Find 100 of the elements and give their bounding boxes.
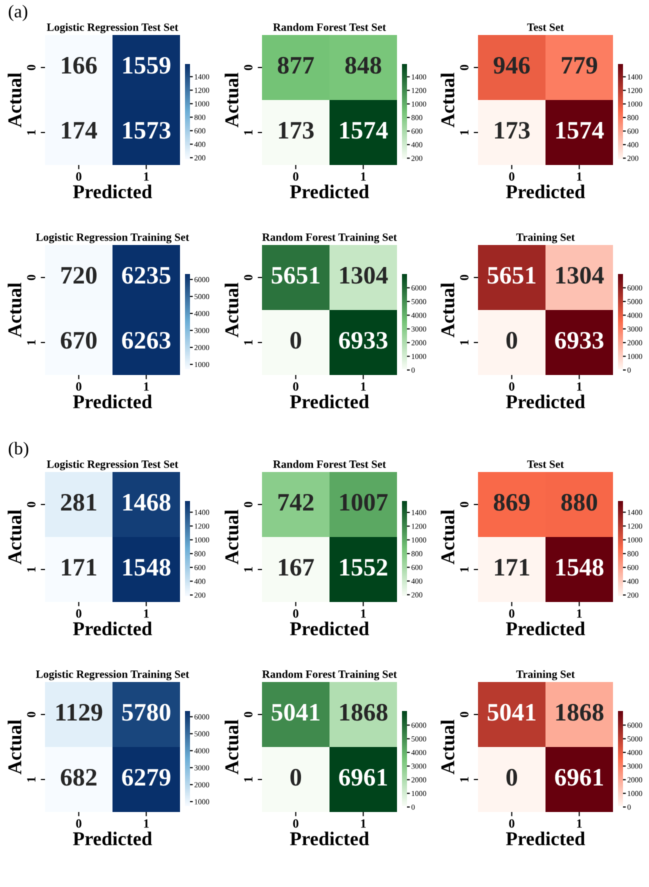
data-label: 173: [279, 122, 314, 139]
x-axis-title: Predicted: [73, 622, 152, 636]
y-tick-label: 1: [244, 567, 252, 572]
chart-title: Test Set: [527, 23, 564, 31]
x-axis-title: Predicted: [73, 394, 152, 408]
data-label: 779: [562, 56, 598, 74]
data-label: 5041: [488, 704, 536, 721]
y-axis-title: Actual: [8, 282, 22, 338]
y-axis-title: Actual: [440, 510, 454, 564]
x-tick-label: 1: [361, 819, 366, 828]
x-tick-label: 0: [509, 819, 514, 828]
y-tick-label: 1: [27, 777, 36, 782]
x-axis-title: Predicted: [73, 184, 152, 198]
data-label: 670: [60, 332, 97, 349]
data-label: 1007: [340, 494, 388, 511]
x-tick-label: 1: [144, 382, 149, 391]
data-label: 1868: [556, 704, 604, 721]
data-label: 281: [61, 494, 96, 511]
x-tick-label: 1: [144, 609, 149, 618]
x-tick-label: 0: [76, 172, 82, 181]
data-label: 1304: [556, 266, 604, 284]
data-label: 869: [494, 494, 530, 511]
x-tick-label: 0: [293, 172, 298, 181]
data-label: 1868: [340, 704, 388, 721]
data-label: 1573: [123, 122, 170, 139]
data-label: 174: [62, 122, 98, 139]
y-axis-title: Actual: [224, 282, 238, 338]
y-tick-label: 1: [460, 340, 468, 345]
y-axis-title: Actual: [8, 720, 22, 774]
y-axis-title: Actual: [8, 510, 22, 564]
x-axis-title: Predicted: [290, 184, 370, 198]
x-axis-title: Predicted: [290, 832, 370, 846]
y-tick-label: 0: [244, 64, 253, 70]
data-label: 720: [61, 266, 97, 284]
data-label: 1548: [123, 558, 170, 576]
y-tick-label: 1: [244, 340, 252, 345]
chart-title: Logistic Regression Training Set: [36, 233, 190, 244]
chart-title: Random Forest Training Set: [262, 670, 397, 680]
data-label: 946: [494, 56, 530, 74]
x-tick-label: 0: [76, 819, 82, 828]
x-axis-title: Predicted: [506, 394, 586, 408]
x-axis-title: Predicted: [506, 622, 586, 636]
data-label: 6235: [122, 266, 170, 284]
chart-title: Test Set: [527, 460, 564, 468]
y-tick-label: 1: [460, 777, 468, 782]
x-tick-label: 1: [144, 172, 149, 181]
data-label: 171: [495, 559, 530, 576]
x-tick-label: 0: [509, 382, 514, 391]
data-label: 0: [506, 332, 518, 349]
data-label: 173: [495, 122, 530, 139]
y-tick-label: 1: [244, 130, 252, 135]
y-tick-label: 1: [244, 777, 252, 782]
data-label: 6933: [339, 332, 388, 349]
y-tick-label: 1: [460, 130, 468, 135]
y-tick-label: 0: [27, 274, 36, 280]
data-label: 167: [279, 558, 314, 576]
data-label: 682: [60, 768, 96, 786]
x-tick-label: 0: [76, 609, 82, 618]
data-label: 5041: [272, 704, 320, 721]
x-tick-label: 1: [361, 609, 366, 618]
x-tick-label: 1: [361, 382, 366, 391]
y-tick-label: 0: [460, 64, 469, 70]
data-label: 1574: [340, 122, 388, 139]
y-axis-title: Actual: [440, 282, 454, 338]
data-label: 0: [506, 768, 518, 786]
chart-title: Logistic Regression Training Set: [36, 670, 190, 680]
x-tick-label: 0: [293, 609, 298, 618]
x-axis-title: Predicted: [290, 622, 370, 636]
y-axis-title: Actual: [224, 72, 238, 128]
data-label: 5651: [272, 266, 320, 284]
x-tick-label: 0: [509, 172, 514, 181]
chart-title: Random Forest Training Set: [262, 233, 397, 244]
y-tick-label: 0: [27, 502, 36, 508]
x-tick-label: 1: [577, 819, 582, 828]
y-axis-title: Actual: [8, 72, 22, 128]
data-label: 6961: [555, 768, 603, 786]
x-axis-title: Predicted: [73, 832, 152, 846]
chart-title: Training Set: [516, 233, 575, 244]
x-tick-label: 0: [293, 819, 298, 828]
x-tick-label: 1: [577, 172, 582, 181]
y-tick-label: 0: [27, 712, 36, 718]
data-label: 848: [345, 56, 382, 74]
text: (a): [8, 4, 28, 22]
x-axis-title: Predicted: [506, 184, 586, 198]
y-tick-label: 0: [460, 502, 469, 508]
x-tick-label: 1: [577, 609, 582, 618]
data-label: 877: [278, 56, 314, 74]
data-label: 880: [561, 494, 598, 511]
x-tick-label: 0: [76, 382, 82, 391]
y-axis-title: Actual: [224, 720, 238, 774]
chart-title: Logistic Regression Test Set: [46, 460, 178, 470]
x-tick-label: 0: [293, 382, 298, 391]
x-axis-title: Predicted: [506, 832, 586, 846]
data-label: 1304: [340, 266, 388, 284]
y-axis-title: Actual: [440, 720, 454, 774]
data-label: 6961: [339, 768, 387, 786]
y-tick-label: 0: [27, 64, 36, 70]
y-tick-label: 0: [244, 274, 253, 280]
y-axis-title: Actual: [224, 510, 238, 564]
y-tick-label: 0: [244, 502, 253, 508]
